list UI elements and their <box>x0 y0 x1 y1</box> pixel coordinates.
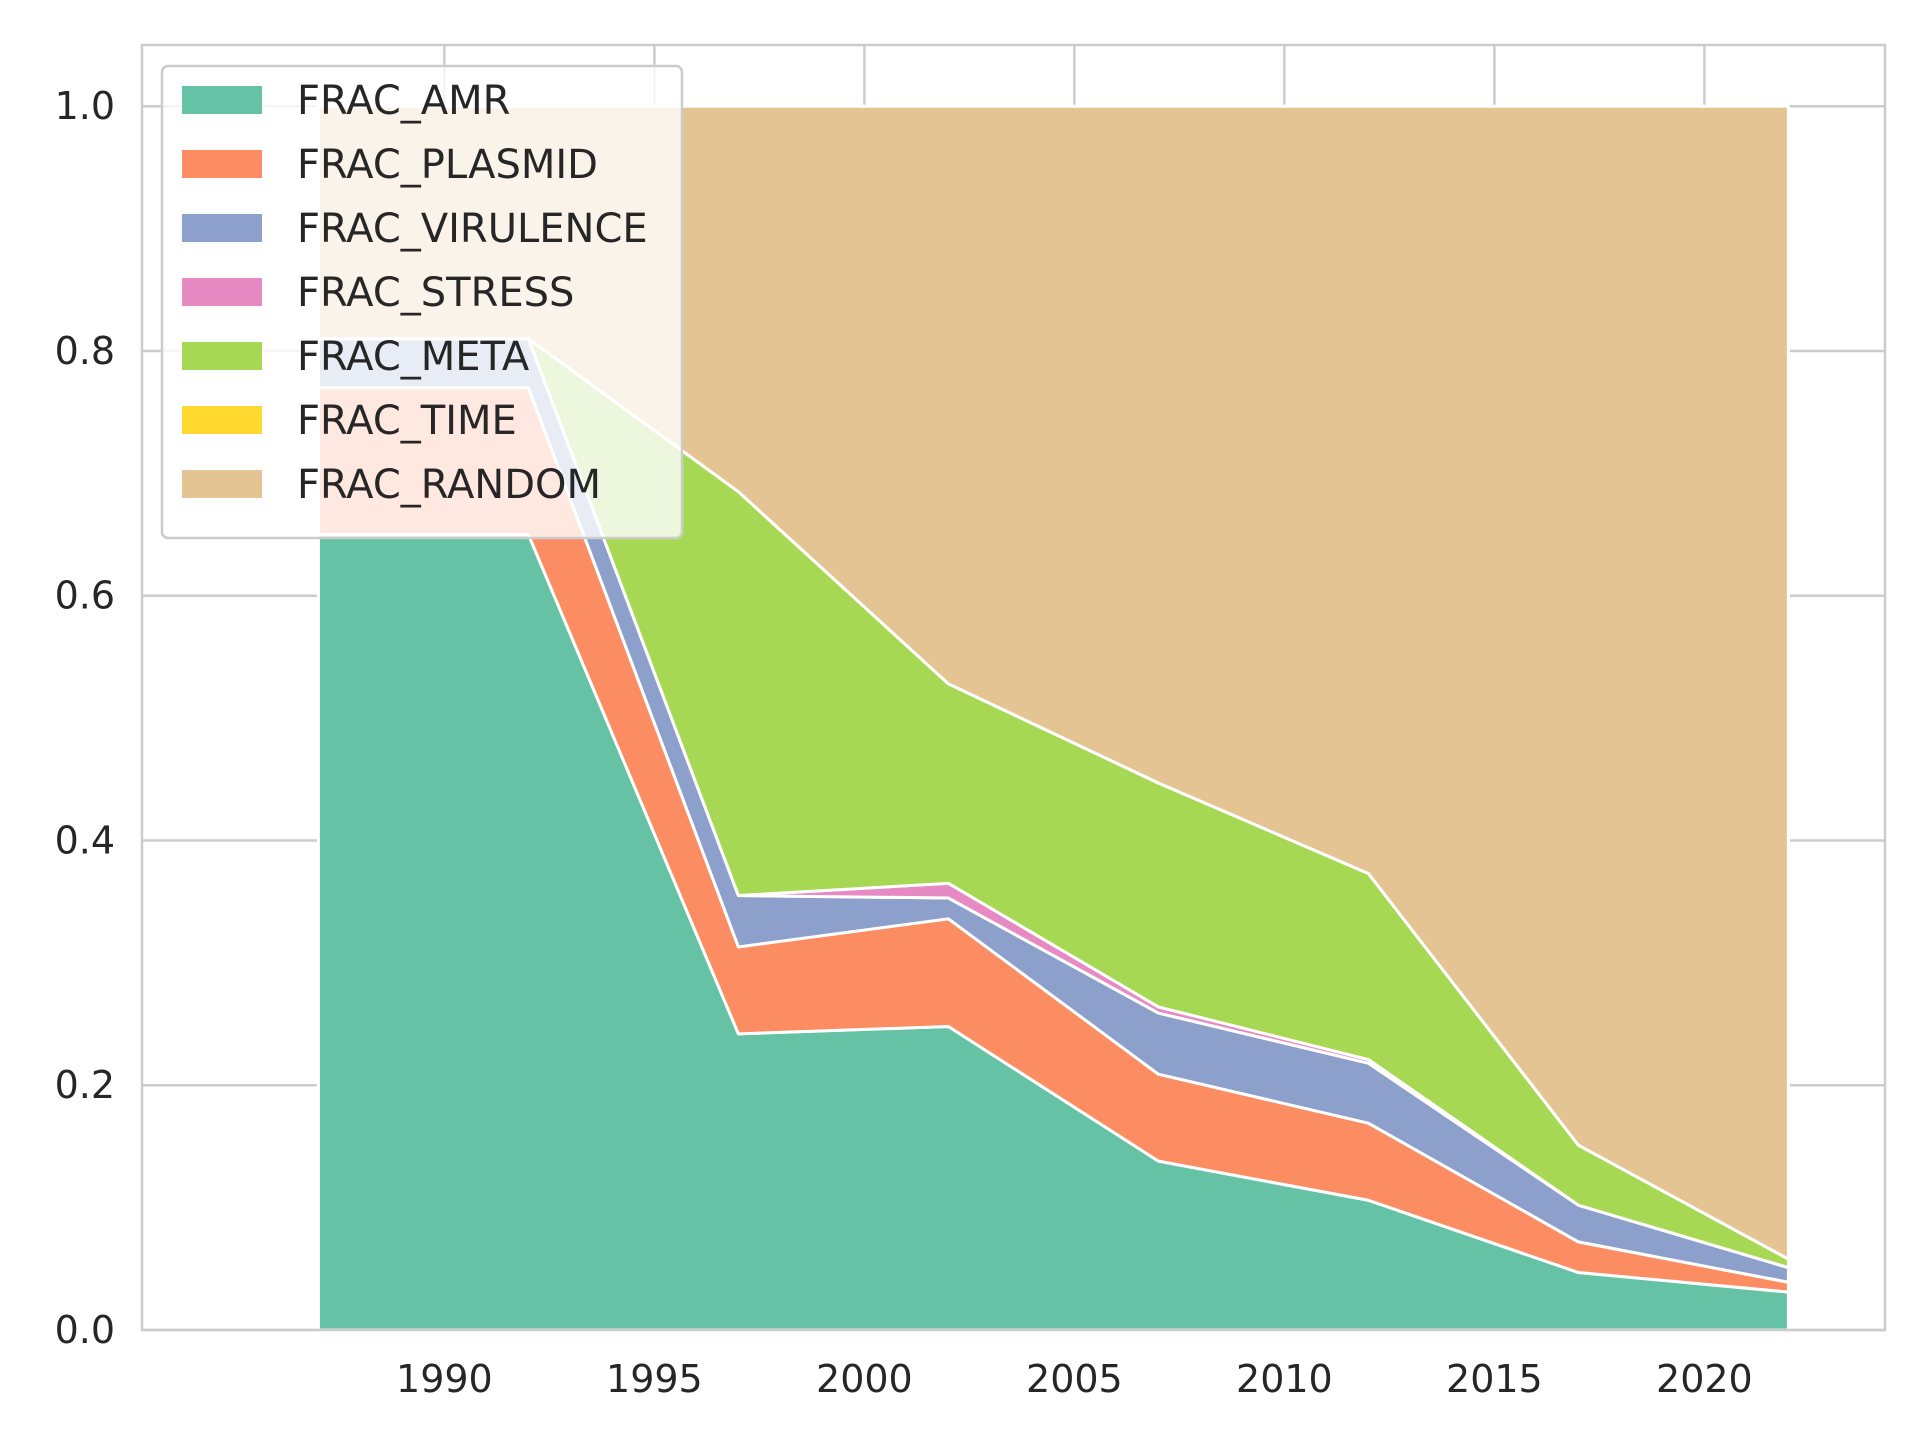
x-tick-label-2015: 2015 <box>1446 1357 1543 1401</box>
y-axis-ticks: 0.0 0.2 0.4 0.6 0.8 1.0 <box>55 84 115 1352</box>
x-tick-label-2000: 2000 <box>816 1357 913 1401</box>
legend-label-frac-meta: FRAC_META <box>297 334 530 380</box>
y-tick-label-0-8: 0.8 <box>55 329 115 373</box>
legend-label-frac-random: FRAC_RANDOM <box>297 462 601 508</box>
legend-box <box>160 64 684 540</box>
x-tick-label-2020: 2020 <box>1656 1357 1753 1401</box>
legend-swatch-frac-meta <box>182 342 262 370</box>
y-tick-label-0-6: 0.6 <box>55 574 115 618</box>
y-tick-label-0-2: 0.2 <box>55 1063 115 1107</box>
legend-label-frac-amr: FRAC_AMR <box>297 78 510 124</box>
x-tick-label-2010: 2010 <box>1236 1357 1333 1401</box>
legend-label-frac-virulence: FRAC_VIRULENCE <box>297 206 648 252</box>
y-tick-label-1: 1.0 <box>55 84 115 128</box>
x-tick-label-1990: 1990 <box>396 1357 493 1401</box>
x-tick-label-1995: 1995 <box>606 1357 703 1401</box>
legend-swatch-frac-virulence <box>182 214 262 242</box>
x-tick-label-2005: 2005 <box>1026 1357 1123 1401</box>
legend-swatch-frac-random <box>182 470 262 498</box>
x-axis-ticks: 1990 1995 2000 2005 2010 2015 2020 <box>396 1357 1753 1401</box>
y-tick-label-0: 0.0 <box>55 1308 115 1352</box>
y-tick-label-0-4: 0.4 <box>55 818 115 862</box>
legend-label-frac-time: FRAC_TIME <box>297 398 517 444</box>
legend-swatch-frac-plasmid <box>182 150 262 178</box>
legend: FRAC_AMR FRAC_PLASMID FRAC_VIRULENCE FRAC_S… <box>160 64 684 540</box>
legend-swatch-frac-time <box>182 406 262 434</box>
plot-frame <box>140 43 1887 1332</box>
legend-label-frac-stress: FRAC_STRESS <box>297 270 574 316</box>
legend-swatch-frac-stress <box>182 278 262 306</box>
legend-label-frac-plasmid: FRAC_PLASMID <box>297 142 598 188</box>
legend-swatch-frac-amr <box>182 86 262 114</box>
